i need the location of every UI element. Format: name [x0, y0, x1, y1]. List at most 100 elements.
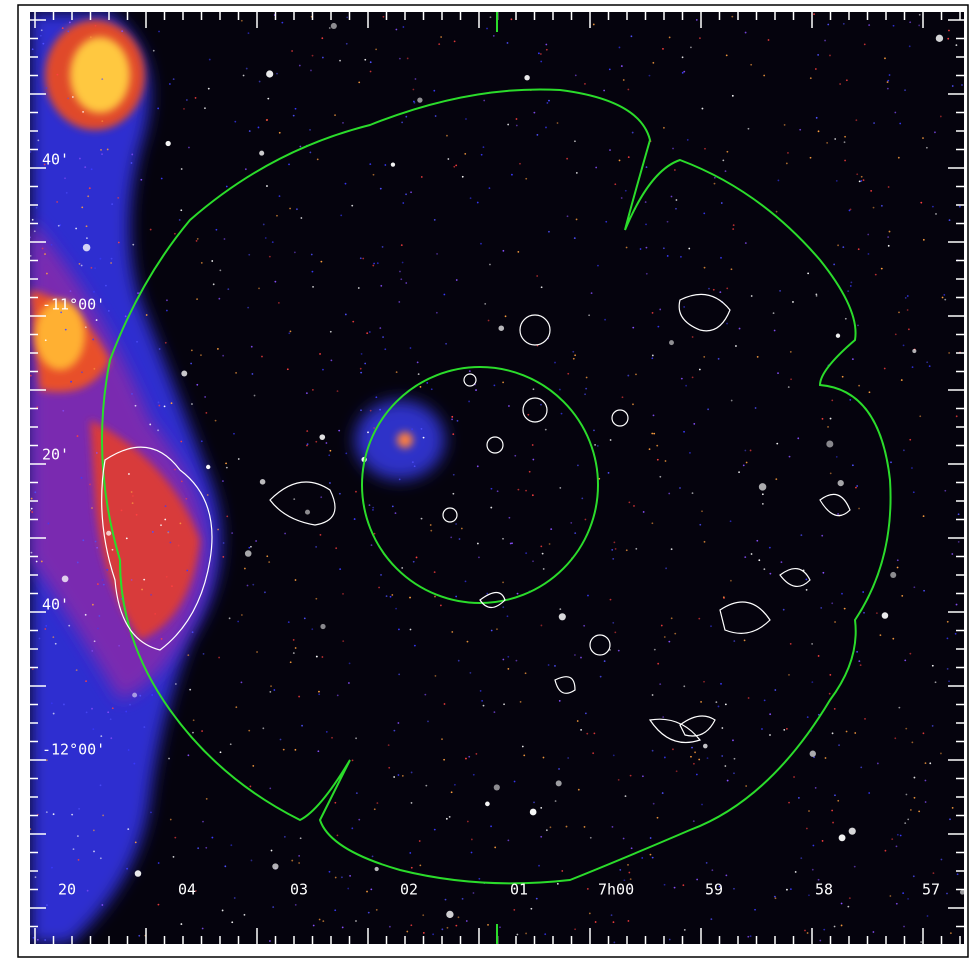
star	[593, 429, 595, 431]
star	[379, 327, 381, 329]
star	[789, 456, 791, 458]
star	[290, 330, 292, 332]
star	[47, 523, 49, 525]
star	[536, 275, 538, 277]
star	[215, 420, 217, 422]
star	[881, 268, 883, 270]
star	[947, 668, 949, 670]
star	[386, 595, 388, 597]
star	[271, 850, 273, 852]
star	[763, 75, 765, 77]
star	[211, 260, 213, 262]
star	[45, 625, 47, 627]
star	[706, 862, 708, 864]
star	[330, 359, 332, 361]
star	[270, 685, 272, 687]
star	[744, 556, 746, 558]
star	[434, 829, 436, 831]
ra-label: 58	[815, 881, 833, 899]
star	[502, 581, 504, 583]
star	[715, 701, 717, 703]
star	[588, 314, 590, 316]
star	[475, 389, 477, 391]
star	[586, 377, 588, 379]
star	[497, 490, 499, 492]
dec-label: 40'	[42, 596, 69, 614]
star	[580, 657, 582, 659]
star	[948, 680, 950, 682]
star	[330, 331, 332, 333]
star	[591, 292, 593, 294]
star	[845, 318, 847, 320]
star	[610, 439, 612, 441]
star	[66, 192, 68, 194]
star	[136, 341, 138, 343]
star	[733, 888, 735, 890]
star	[748, 697, 750, 699]
star	[664, 636, 666, 638]
star	[371, 544, 373, 546]
star	[166, 576, 168, 578]
star	[861, 176, 863, 178]
star	[449, 816, 451, 818]
star	[696, 19, 698, 21]
star	[200, 354, 202, 356]
star	[632, 132, 634, 134]
star	[157, 108, 159, 110]
star	[118, 645, 120, 647]
star	[111, 258, 113, 260]
figure: 40' -11°00' 20' 40' -12°00' 20 04 03 02 …	[0, 0, 977, 972]
star	[584, 393, 586, 395]
star	[750, 64, 752, 66]
star	[829, 55, 831, 57]
star	[416, 557, 418, 559]
star	[96, 452, 98, 454]
star	[471, 852, 473, 854]
star	[248, 730, 250, 732]
star	[726, 287, 728, 289]
star	[888, 245, 890, 247]
star	[651, 357, 653, 359]
star	[745, 32, 747, 34]
star	[932, 725, 934, 727]
star	[339, 568, 341, 570]
star	[693, 423, 695, 425]
star	[31, 511, 33, 513]
star	[700, 701, 702, 703]
star	[170, 819, 172, 821]
star	[708, 288, 710, 290]
star	[959, 206, 961, 208]
star	[230, 844, 232, 846]
star	[714, 183, 716, 185]
star	[458, 916, 460, 918]
star	[413, 561, 415, 563]
star	[191, 403, 193, 405]
star	[51, 702, 53, 704]
star	[786, 889, 788, 891]
star	[111, 203, 113, 205]
star	[249, 786, 251, 788]
star	[494, 784, 500, 790]
star	[154, 613, 156, 615]
star	[160, 524, 162, 526]
star	[852, 464, 854, 466]
star	[348, 682, 350, 684]
star	[627, 920, 629, 922]
star	[733, 224, 735, 226]
star	[325, 442, 327, 444]
star	[860, 180, 862, 182]
star	[79, 263, 81, 265]
star	[689, 452, 691, 454]
star	[458, 660, 460, 662]
star	[669, 37, 671, 39]
star	[860, 766, 862, 768]
star	[653, 433, 655, 435]
star	[322, 57, 324, 59]
star	[574, 140, 576, 142]
star	[180, 923, 182, 925]
star	[566, 158, 568, 160]
star	[293, 498, 295, 500]
star	[169, 83, 171, 85]
star	[860, 664, 862, 666]
star	[735, 345, 737, 347]
